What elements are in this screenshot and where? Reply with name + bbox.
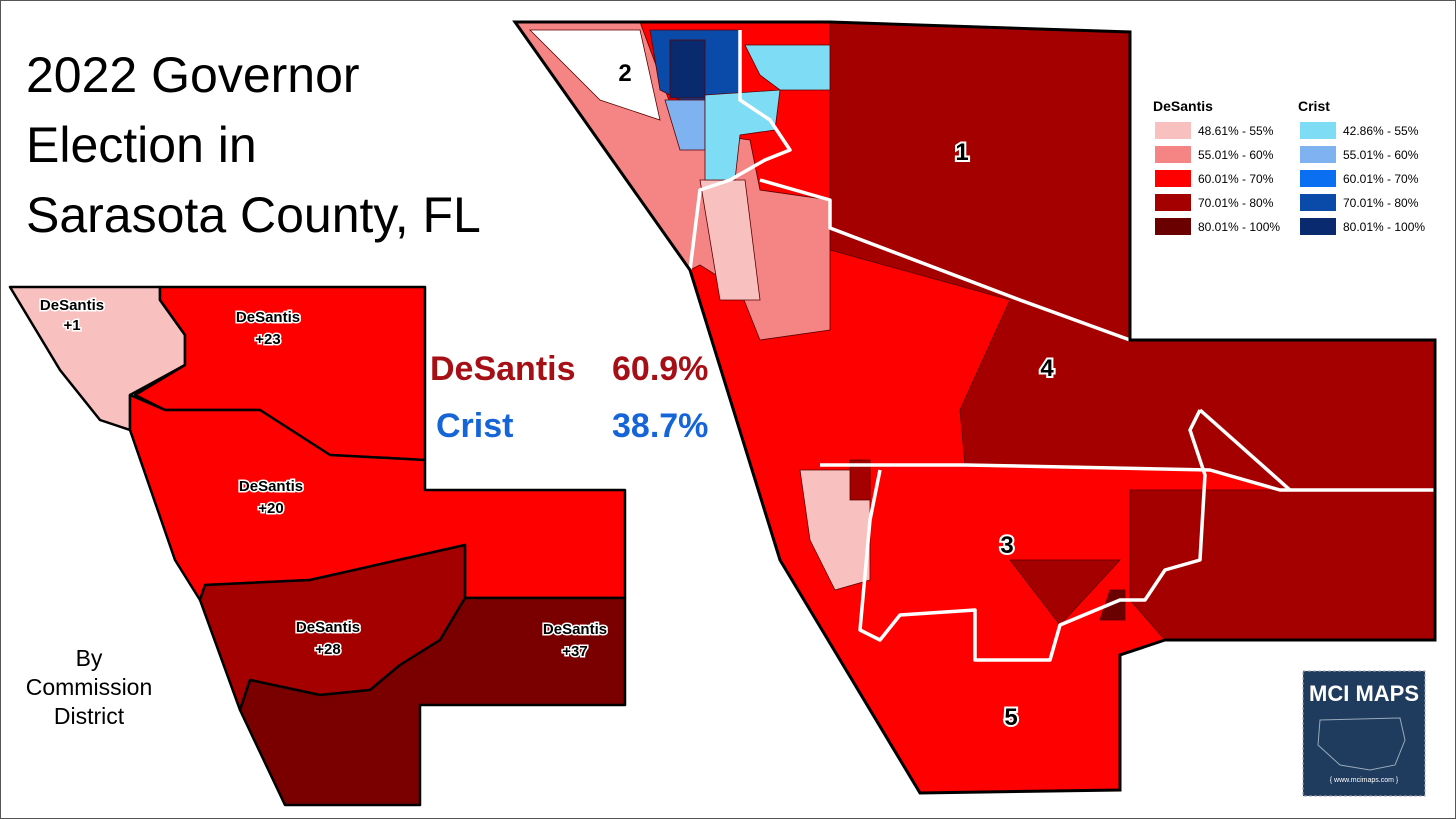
district-5 [238,596,627,807]
title-line: 2022 Governor [26,47,360,103]
district-margin: +37 [562,643,587,660]
legend-label: 70.01% - 80% [1343,196,1419,210]
district-name: DeSantis [239,478,303,495]
legend-label: 70.01% - 80% [1198,196,1274,210]
logo-box [1302,670,1426,797]
title-line: Election in [26,117,257,173]
logo-name: MCI MAPS [1309,681,1419,706]
district-name: DeSantis [40,297,104,314]
legend-title: DeSantis [1153,98,1213,114]
precinct-map [514,21,1436,794]
district-map [8,285,627,807]
legend-swatch [1300,146,1336,163]
legend-swatch [1155,218,1191,235]
district-boundaries [688,30,1435,662]
legend-swatch [1155,194,1191,211]
legend-swatch [1300,170,1336,187]
legend-label: 80.01% - 100% [1343,220,1425,234]
area [669,39,706,99]
district-number: 4 [1040,355,1054,382]
legend-swatch [1300,122,1336,139]
legend-label: 42.86% - 55% [1343,124,1419,138]
area [744,44,831,91]
district-name: DeSantis [236,309,300,326]
district-number: 5 [1004,704,1017,731]
logo: MCI MAPS { www.mcimaps.com } [1302,670,1426,797]
result-name: DeSantis [430,350,576,388]
district-labels: DeSantis +1 DeSantis +23 DeSantis +20 De… [38,296,608,662]
title-line: Sarasota County, FL [26,187,481,243]
legend-swatch [1300,218,1336,235]
result-value: 38.7% [612,407,708,445]
county-outline [512,20,1437,795]
area [529,29,661,121]
legend-label: 55.01% - 60% [1343,148,1419,162]
logo-url: { www.mcimaps.com } [1330,777,1399,784]
precinct-district-numbers: 1 2 3 4 5 [616,58,1056,733]
district-margin: +1 [63,317,80,334]
district-name: DeSantis [543,621,607,638]
district-number: 3 [1000,532,1013,559]
legend-label: 60.01% - 70% [1343,172,1419,186]
district-number: 1 [955,139,968,166]
area [1129,489,1436,641]
legend-swatch [1155,146,1191,163]
legend-swatch [1300,194,1336,211]
logo-map [1317,717,1406,771]
legend-swatch [1155,122,1191,139]
district-margin: +28 [315,641,340,658]
legend-label: 55.01% - 60% [1198,148,1274,162]
district-margin: +20 [258,500,283,517]
legend-label: 60.01% - 70% [1198,172,1274,186]
legend-swatch [1155,170,1191,187]
district-name: DeSantis [296,619,360,636]
legend-label: 48.61% - 55% [1198,124,1274,138]
area [849,459,871,501]
legend-label: 80.01% - 100% [1198,220,1280,234]
district-margin: +23 [255,331,280,348]
result-name: Crist [436,407,513,445]
subtitle-line: District [54,703,125,729]
legend: DeSantis 48.61% - 55% 55.01% - 60% 60.01% -… [1153,98,1425,235]
legend-title: Crist [1298,98,1330,114]
subtitle-line: By [76,645,103,671]
area [1009,559,1121,626]
district-number: 2 [618,60,631,87]
subtitle-line: Commission [26,674,153,700]
result-value: 60.9% [612,350,708,388]
